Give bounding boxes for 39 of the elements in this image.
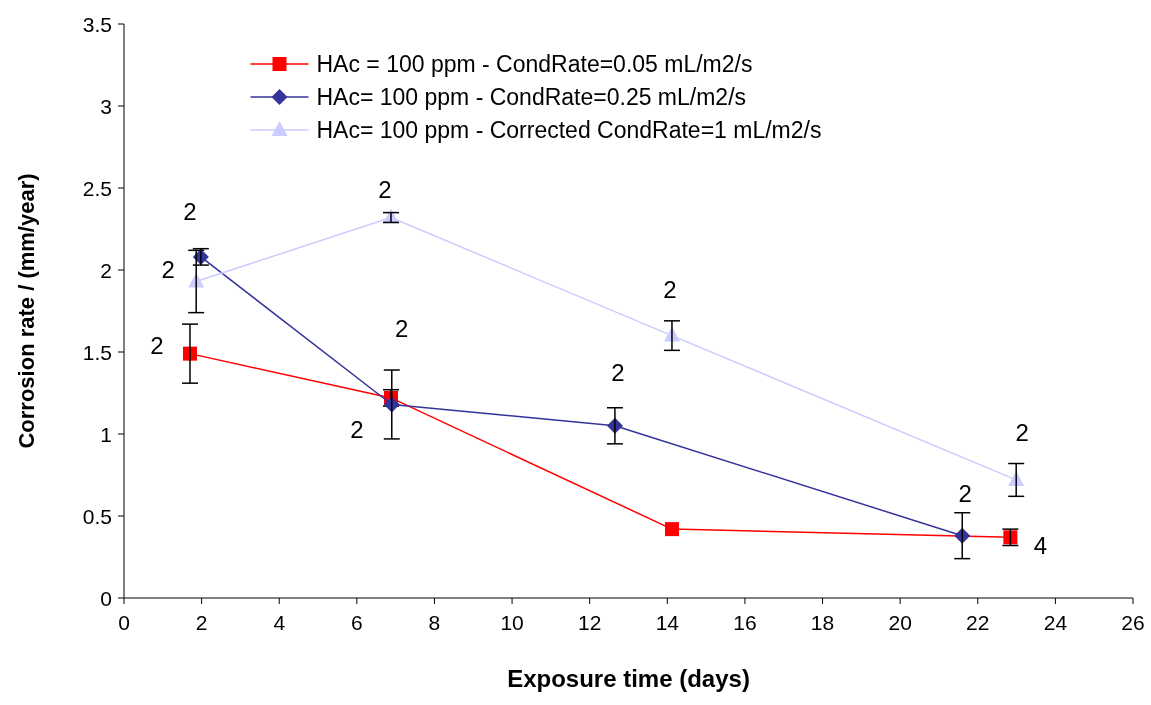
y-tick-label: 0: [100, 586, 112, 610]
x-tick-label: 8: [428, 610, 441, 634]
annotation: 2: [350, 416, 364, 444]
x-tick-label: 2: [195, 610, 208, 634]
x-tick-label: 6: [351, 610, 363, 634]
x-tick-label: 24: [1043, 610, 1068, 634]
annotation: 2: [378, 176, 392, 204]
annotation: 2: [958, 480, 972, 508]
annotation: 2: [183, 198, 197, 226]
annotation: 2: [611, 359, 625, 387]
x-tick-label: 10: [500, 610, 524, 634]
x-axis-title: Exposure time (days): [507, 665, 750, 692]
y-tick-label: 2: [100, 258, 112, 282]
x-tick-label: 12: [578, 610, 602, 634]
y-tick-label: 1.5: [82, 340, 112, 364]
x-tick-label: 14: [655, 610, 680, 634]
y-tick-label: 3: [100, 94, 112, 118]
legend-label: HAc = 100 ppm - CondRate=0.05 mL/m2/s: [316, 51, 753, 77]
x-tick-label: 4: [273, 610, 286, 634]
legend-label: HAc= 100 ppm - Corrected CondRate=1 mL/m2/s: [316, 117, 822, 143]
x-tick-label: 0: [118, 610, 130, 634]
x-tick-label: 26: [1121, 610, 1145, 634]
annotation: 2: [395, 314, 409, 342]
point: [664, 522, 679, 537]
annotation: 2: [150, 332, 164, 360]
y-tick-label: 3.5: [82, 12, 112, 36]
y-tick-label: 2.5: [82, 176, 112, 200]
y-tick-label: 1: [100, 422, 112, 446]
y-tick-label: 0.5: [82, 504, 112, 528]
x-tick-label: 22: [966, 610, 990, 634]
y-axis-title: Corrosion rate / (mm/year): [14, 173, 39, 449]
annotation: 2: [161, 255, 175, 283]
x-tick-label: 18: [810, 610, 835, 634]
legend-label: HAc= 100 ppm - CondRate=0.25 mL/m2/s: [316, 84, 747, 110]
annotation: 2: [1015, 419, 1029, 447]
annotation: 2: [663, 276, 677, 304]
x-tick-label: 20: [888, 610, 912, 634]
x-tick-label: 16: [733, 610, 757, 634]
annotation: 4: [1033, 531, 1048, 559]
